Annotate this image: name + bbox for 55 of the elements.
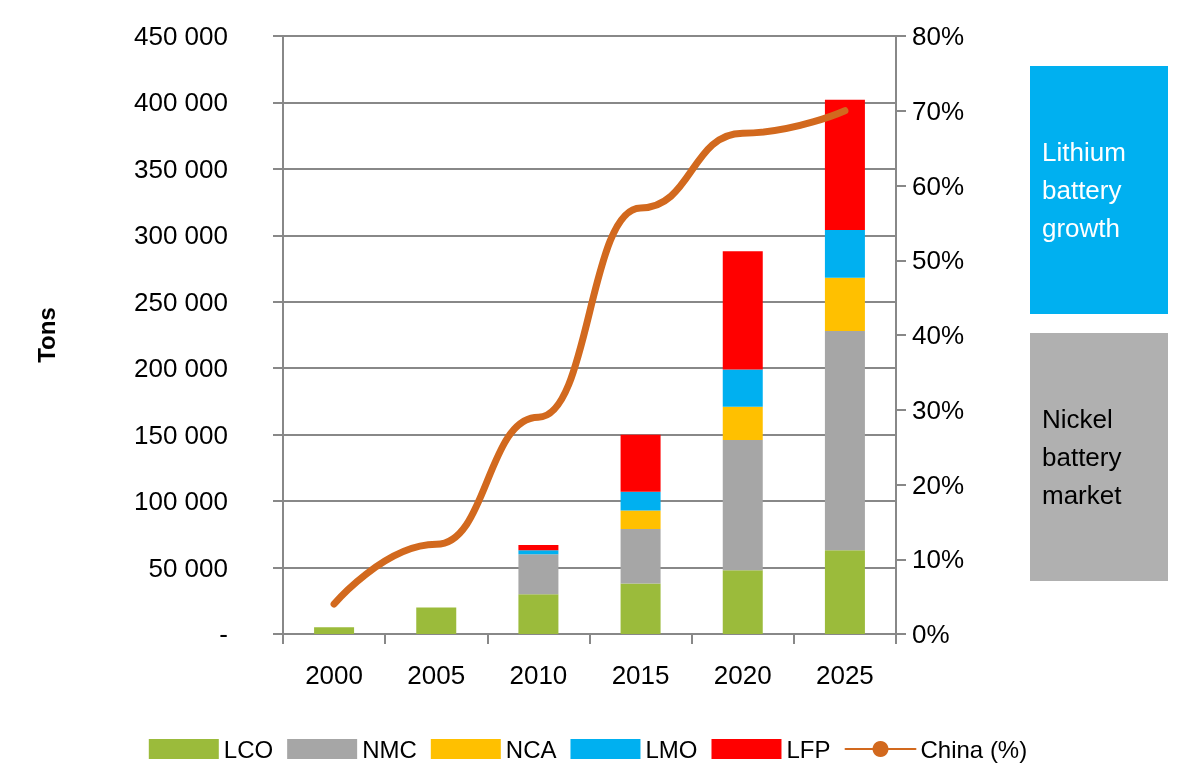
- bar: [518, 550, 559, 555]
- legend-label: LMO: [645, 735, 698, 763]
- x-tick-label: 2010: [509, 660, 568, 690]
- y-tick-label: 450 000: [134, 21, 228, 51]
- bar: [824, 230, 865, 278]
- x-tick-label: 2020: [713, 660, 772, 690]
- bar: [824, 550, 865, 634]
- y-tick-label: 200 000: [134, 353, 228, 384]
- x-tick-label: 2015: [611, 660, 670, 690]
- bar: [620, 491, 661, 511]
- bar: [518, 544, 559, 551]
- y2-tick-label: 20%: [912, 469, 965, 500]
- text: Lithium battery growth: [1042, 137, 1126, 243]
- legend-label: NCA: [505, 735, 557, 763]
- y2-tick-label: 40%: [912, 320, 965, 350]
- y-axis-title: Tons: [32, 307, 60, 363]
- y-tick-label: 250 000: [134, 286, 228, 317]
- bar: [518, 594, 559, 634]
- bar: [620, 434, 661, 492]
- bar: [722, 406, 763, 440]
- y-tick-label: 350 000: [134, 153, 228, 184]
- bar: [314, 627, 355, 634]
- legend-label: LCO: [223, 735, 274, 763]
- y2-tick-label: 0%: [912, 619, 950, 649]
- bar: [824, 99, 865, 231]
- bar: [518, 554, 559, 595]
- bar: [416, 607, 457, 634]
- bar: [620, 529, 661, 584]
- bar: [722, 570, 763, 634]
- x-tick-label: 2005: [407, 660, 466, 690]
- y2-tick-label: 70%: [912, 95, 965, 126]
- y2-tick-label: 30%: [912, 394, 965, 425]
- y2-tick-label: 60%: [912, 170, 965, 201]
- bar: [722, 251, 763, 370]
- bar: [620, 583, 661, 634]
- legend-label: LFP: [786, 735, 831, 763]
- bar: [722, 439, 763, 571]
- y2-tick-label: 50%: [912, 245, 965, 276]
- y-tick-label: 400 000: [134, 87, 228, 118]
- bar: [824, 277, 865, 332]
- bar: [620, 510, 661, 530]
- y-tick-label: -: [219, 619, 228, 649]
- y2-tick-label: 10%: [912, 544, 965, 575]
- y-tick-label: 150 000: [134, 419, 228, 450]
- x-tick-label: 2000: [305, 660, 364, 690]
- y-tick-label: 300 000: [134, 220, 228, 251]
- legend-label: NMC: [362, 735, 417, 763]
- x-tick-label: 2025: [815, 660, 874, 690]
- text: Nickel battery market: [1042, 404, 1123, 510]
- y2-tick-label: 80%: [912, 21, 965, 51]
- legend-label: China (%): [920, 735, 1028, 763]
- bar: [722, 369, 763, 407]
- y-tick-label: 100 000: [134, 486, 228, 517]
- y-tick-label: 50 000: [148, 552, 228, 583]
- bar: [824, 331, 865, 551]
